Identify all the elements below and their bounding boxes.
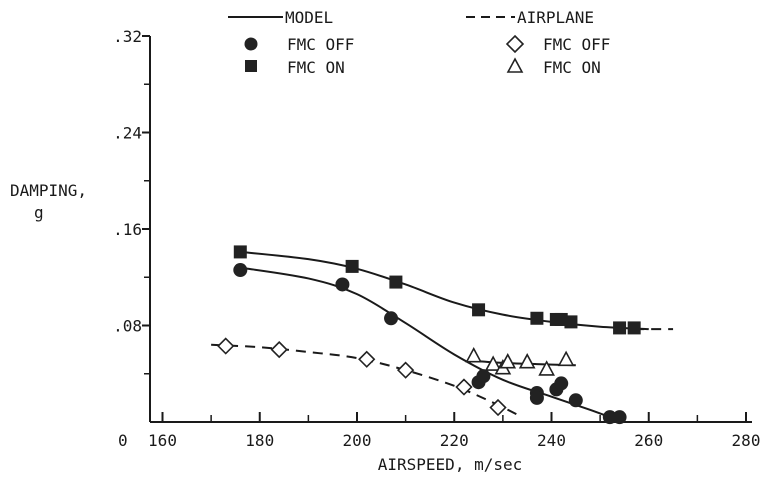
point-s1-8 bbox=[613, 321, 627, 335]
point-s1-2 bbox=[389, 275, 403, 289]
x-tick-label-1: 180 bbox=[245, 431, 274, 450]
point-s1-1 bbox=[345, 259, 359, 273]
point-s3-3 bbox=[499, 353, 517, 369]
axes: 160 180 200 220 240 260 280 .08 .16 .24 .32 bbox=[113, 27, 760, 450]
curve-3 bbox=[211, 343, 523, 419]
legend-airplane-on-marker bbox=[506, 57, 524, 73]
x-tick-label-2: 200 bbox=[343, 431, 372, 450]
point-s2-2 bbox=[358, 350, 376, 368]
legend-model-off-label: FMC OFF bbox=[287, 35, 354, 54]
legend-model-on-marker bbox=[245, 60, 257, 72]
point-s3-5 bbox=[538, 360, 555, 376]
x-tick-label-5: 260 bbox=[634, 431, 663, 450]
y-tick-label-3: .32 bbox=[113, 27, 142, 46]
point-s0-6 bbox=[529, 390, 544, 405]
x-axis-label: AIRSPEED, m/sec bbox=[378, 455, 523, 474]
data-points bbox=[217, 245, 641, 425]
point-s0-0 bbox=[233, 263, 248, 278]
x-tick-label-4: 240 bbox=[537, 431, 566, 450]
x-tick-label-6: 280 bbox=[732, 431, 761, 450]
point-s3-4 bbox=[518, 353, 536, 369]
point-s2-0 bbox=[217, 337, 235, 355]
point-s2-5 bbox=[489, 398, 507, 417]
y-tick-label-1: .16 bbox=[113, 220, 142, 239]
point-s0-1 bbox=[335, 277, 350, 292]
curve-1 bbox=[240, 250, 649, 331]
y-axis-label-line2: g bbox=[34, 203, 44, 222]
point-s3-6 bbox=[557, 350, 575, 367]
point-s1-4 bbox=[530, 311, 544, 325]
point-s2-4 bbox=[455, 378, 473, 396]
legend-airplane-label: AIRPLANE bbox=[517, 8, 594, 27]
point-s1-9 bbox=[627, 321, 641, 335]
point-s1-7 bbox=[564, 315, 578, 329]
y-axis-label-line1: DAMPING, bbox=[10, 181, 87, 200]
fit-curves bbox=[211, 250, 674, 419]
point-s2-1 bbox=[270, 340, 288, 359]
point-s0-10 bbox=[602, 410, 617, 425]
point-s0-4 bbox=[476, 369, 491, 384]
origin-label: 0 bbox=[118, 431, 128, 450]
y-tick-label-0: .08 bbox=[113, 317, 142, 336]
point-s1-3 bbox=[472, 303, 486, 317]
legend-airplane-off-marker bbox=[505, 34, 525, 54]
point-s0-2 bbox=[384, 311, 399, 326]
legend-model-label: MODEL bbox=[285, 8, 333, 27]
point-s0-8 bbox=[554, 376, 569, 391]
point-s2-3 bbox=[396, 361, 415, 379]
point-s0-11 bbox=[612, 410, 627, 425]
y-tick-label-2: .24 bbox=[113, 124, 142, 143]
legend: MODEL AIRPLANE FMC OFF FMC ON FMC OFF FM… bbox=[228, 8, 610, 77]
point-s3-1 bbox=[484, 355, 502, 371]
curve-0 bbox=[240, 266, 611, 419]
x-tick-label-0: 160 bbox=[148, 431, 177, 450]
legend-airplane-off-label: FMC OFF bbox=[543, 35, 610, 54]
legend-model-on-label: FMC ON bbox=[287, 58, 345, 77]
x-tick-label-3: 220 bbox=[440, 431, 469, 450]
legend-airplane-on-label: FMC ON bbox=[543, 58, 601, 77]
point-s1-0 bbox=[233, 245, 247, 259]
legend-model-off-marker bbox=[244, 37, 258, 51]
point-s0-9 bbox=[568, 393, 583, 408]
point-s3-0 bbox=[465, 346, 483, 363]
